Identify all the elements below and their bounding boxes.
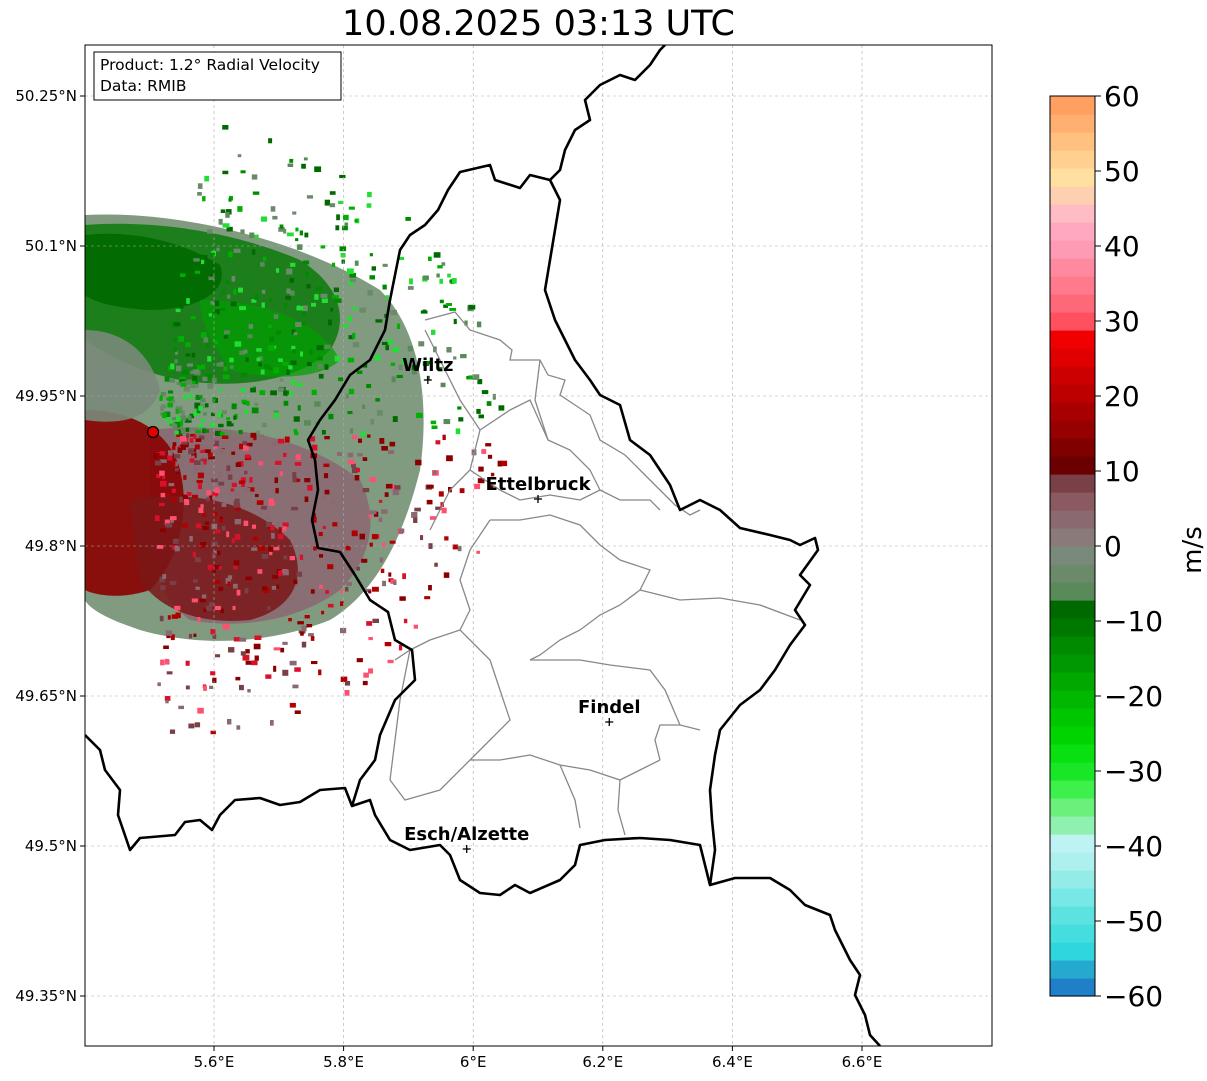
colorbar-label: m/s bbox=[1178, 526, 1207, 574]
city-wiltz: Wiltz bbox=[402, 355, 453, 384]
city-findel: Findel bbox=[578, 697, 641, 726]
colorbar-swatch bbox=[1050, 312, 1095, 331]
colorbar-swatch bbox=[1050, 546, 1095, 565]
colorbar-swatch bbox=[1050, 942, 1095, 961]
colorbar-swatch bbox=[1050, 906, 1095, 925]
colorbar-tick-label: −30 bbox=[1104, 755, 1163, 788]
colorbar-swatch bbox=[1050, 258, 1095, 277]
info-data-source: Data: RMIB bbox=[100, 77, 187, 95]
city-label: Ettelbruck bbox=[485, 474, 591, 495]
colorbar-tick-label: 30 bbox=[1104, 305, 1140, 338]
colorbar-tick-label: −10 bbox=[1104, 605, 1163, 638]
colorbar-swatch bbox=[1050, 438, 1095, 457]
colorbar-tick-label: −20 bbox=[1104, 680, 1163, 713]
colorbar-tick-label: 40 bbox=[1104, 230, 1140, 263]
info-product: Product: 1.2° Radial Velocity bbox=[100, 56, 320, 74]
colorbar-swatch bbox=[1050, 960, 1095, 979]
city-esch-alzette: Esch/Alzette bbox=[404, 824, 529, 853]
colorbar-swatch bbox=[1050, 402, 1095, 421]
y-tick-label: 49.5°N bbox=[25, 837, 77, 855]
axis-labels: 5.6°E 5.8°E 6°E 6.2°E 6.4°E 6.6°E 50.25°N 50.1°… bbox=[15, 87, 882, 1071]
colorbar-swatch bbox=[1050, 672, 1095, 691]
colorbar-swatch bbox=[1050, 348, 1095, 367]
colorbar-swatch bbox=[1050, 654, 1095, 673]
x-tick-label: 6°E bbox=[460, 1053, 487, 1071]
colorbar-swatch bbox=[1050, 294, 1095, 313]
colorbar-tick-label: 0 bbox=[1104, 530, 1122, 563]
colorbar-swatch bbox=[1050, 510, 1095, 529]
y-tick-label: 49.35°N bbox=[15, 987, 77, 1005]
colorbar-swatch bbox=[1050, 150, 1095, 169]
colorbar-swatch bbox=[1050, 168, 1095, 187]
colorbar-swatch bbox=[1050, 636, 1095, 655]
colorbar-swatch bbox=[1050, 114, 1095, 133]
colorbar-tick-label: 10 bbox=[1104, 455, 1140, 488]
colorbar-tick-label: 60 bbox=[1104, 80, 1140, 113]
colorbar-swatch bbox=[1050, 204, 1095, 223]
colorbar-swatch bbox=[1050, 276, 1095, 295]
city-label: Findel bbox=[578, 697, 641, 718]
city-markers: Wiltz Ettelbruck Findel Esch/Alzette bbox=[402, 355, 641, 853]
colorbar-swatch bbox=[1050, 924, 1095, 943]
x-tick-label: 6.6°E bbox=[842, 1053, 883, 1071]
x-tick-label: 5.6°E bbox=[194, 1053, 235, 1071]
colorbar-swatch bbox=[1050, 366, 1095, 385]
colorbar-swatch bbox=[1050, 888, 1095, 907]
colorbar-swatch bbox=[1050, 870, 1095, 889]
city-label: Esch/Alzette bbox=[404, 824, 529, 845]
colorbar-swatch bbox=[1050, 330, 1095, 349]
colorbar-swatch bbox=[1050, 690, 1095, 709]
colorbar: 60 50 40 30 20 10 0 −10 −20 −30 −40 −50 −60 bbox=[1049, 80, 1163, 1013]
colorbar-swatch bbox=[1050, 240, 1095, 259]
colorbar-swatch bbox=[1050, 978, 1095, 997]
colorbar-swatch bbox=[1050, 528, 1095, 547]
radar-site-marker bbox=[146, 425, 160, 439]
y-tick-label: 49.8°N bbox=[25, 537, 77, 555]
colorbar-tick-label: −50 bbox=[1104, 905, 1163, 938]
colorbar-swatch bbox=[1050, 708, 1095, 727]
colorbar-swatch bbox=[1050, 816, 1095, 835]
country-borders bbox=[85, 45, 881, 1046]
colorbar-swatch bbox=[1050, 96, 1095, 115]
colorbar-swatch bbox=[1050, 582, 1095, 601]
y-tick-label: 50.25°N bbox=[15, 87, 77, 105]
x-tick-label: 5.8°E bbox=[323, 1053, 364, 1071]
colorbar-tick-label: 20 bbox=[1104, 380, 1140, 413]
colorbar-swatch bbox=[1050, 762, 1095, 781]
colorbar-swatch bbox=[1050, 852, 1095, 871]
colorbar-swatch bbox=[1050, 222, 1095, 241]
colorbar-swatch bbox=[1050, 618, 1095, 637]
colorbar-swatch bbox=[1050, 474, 1095, 493]
city-label: Wiltz bbox=[402, 355, 453, 376]
colorbar-swatch bbox=[1050, 798, 1095, 817]
colorbar-tick-label: −40 bbox=[1104, 830, 1163, 863]
map-title: 10.08.2025 03:13 UTC bbox=[342, 4, 735, 44]
colorbar-swatch bbox=[1050, 132, 1095, 151]
city-ettelbruck: Ettelbruck bbox=[485, 474, 592, 503]
colorbar-swatch bbox=[1050, 384, 1095, 403]
radar-echo-layer bbox=[85, 125, 508, 735]
colorbar-swatch bbox=[1050, 564, 1095, 583]
colorbar-swatch bbox=[1050, 600, 1095, 619]
y-tick-label: 49.95°N bbox=[15, 387, 77, 405]
colorbar-swatch bbox=[1050, 420, 1095, 439]
y-tick-label: 49.65°N bbox=[15, 687, 77, 705]
colorbar-swatch bbox=[1050, 834, 1095, 853]
info-box: Product: 1.2° Radial Velocity Data: RMIB bbox=[93, 51, 342, 101]
colorbar-swatch bbox=[1050, 492, 1095, 511]
colorbar-tick-label: −60 bbox=[1104, 980, 1163, 1013]
colorbar-swatch bbox=[1050, 780, 1095, 799]
colorbar-tick-label: 50 bbox=[1104, 155, 1140, 188]
y-tick-label: 50.1°N bbox=[25, 237, 77, 255]
x-tick-label: 6.2°E bbox=[582, 1053, 623, 1071]
colorbar-swatch bbox=[1050, 456, 1095, 475]
x-tick-label: 6.4°E bbox=[712, 1053, 753, 1071]
colorbar-swatch bbox=[1050, 744, 1095, 763]
colorbar-swatch bbox=[1050, 186, 1095, 205]
colorbar-swatch bbox=[1050, 726, 1095, 745]
